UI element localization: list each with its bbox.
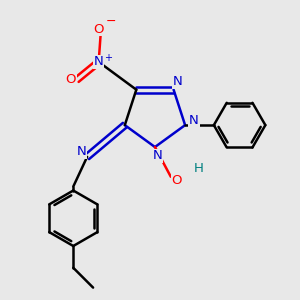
Text: H: H — [194, 162, 203, 175]
Text: N: N — [189, 114, 199, 127]
Text: O: O — [172, 174, 182, 187]
Text: O: O — [93, 23, 104, 36]
Text: −: − — [105, 15, 116, 28]
Text: N: N — [153, 149, 163, 162]
Text: N: N — [94, 56, 104, 68]
Text: O: O — [66, 73, 76, 86]
Text: N: N — [76, 146, 86, 158]
Text: N: N — [173, 75, 182, 88]
Text: +: + — [103, 53, 112, 63]
